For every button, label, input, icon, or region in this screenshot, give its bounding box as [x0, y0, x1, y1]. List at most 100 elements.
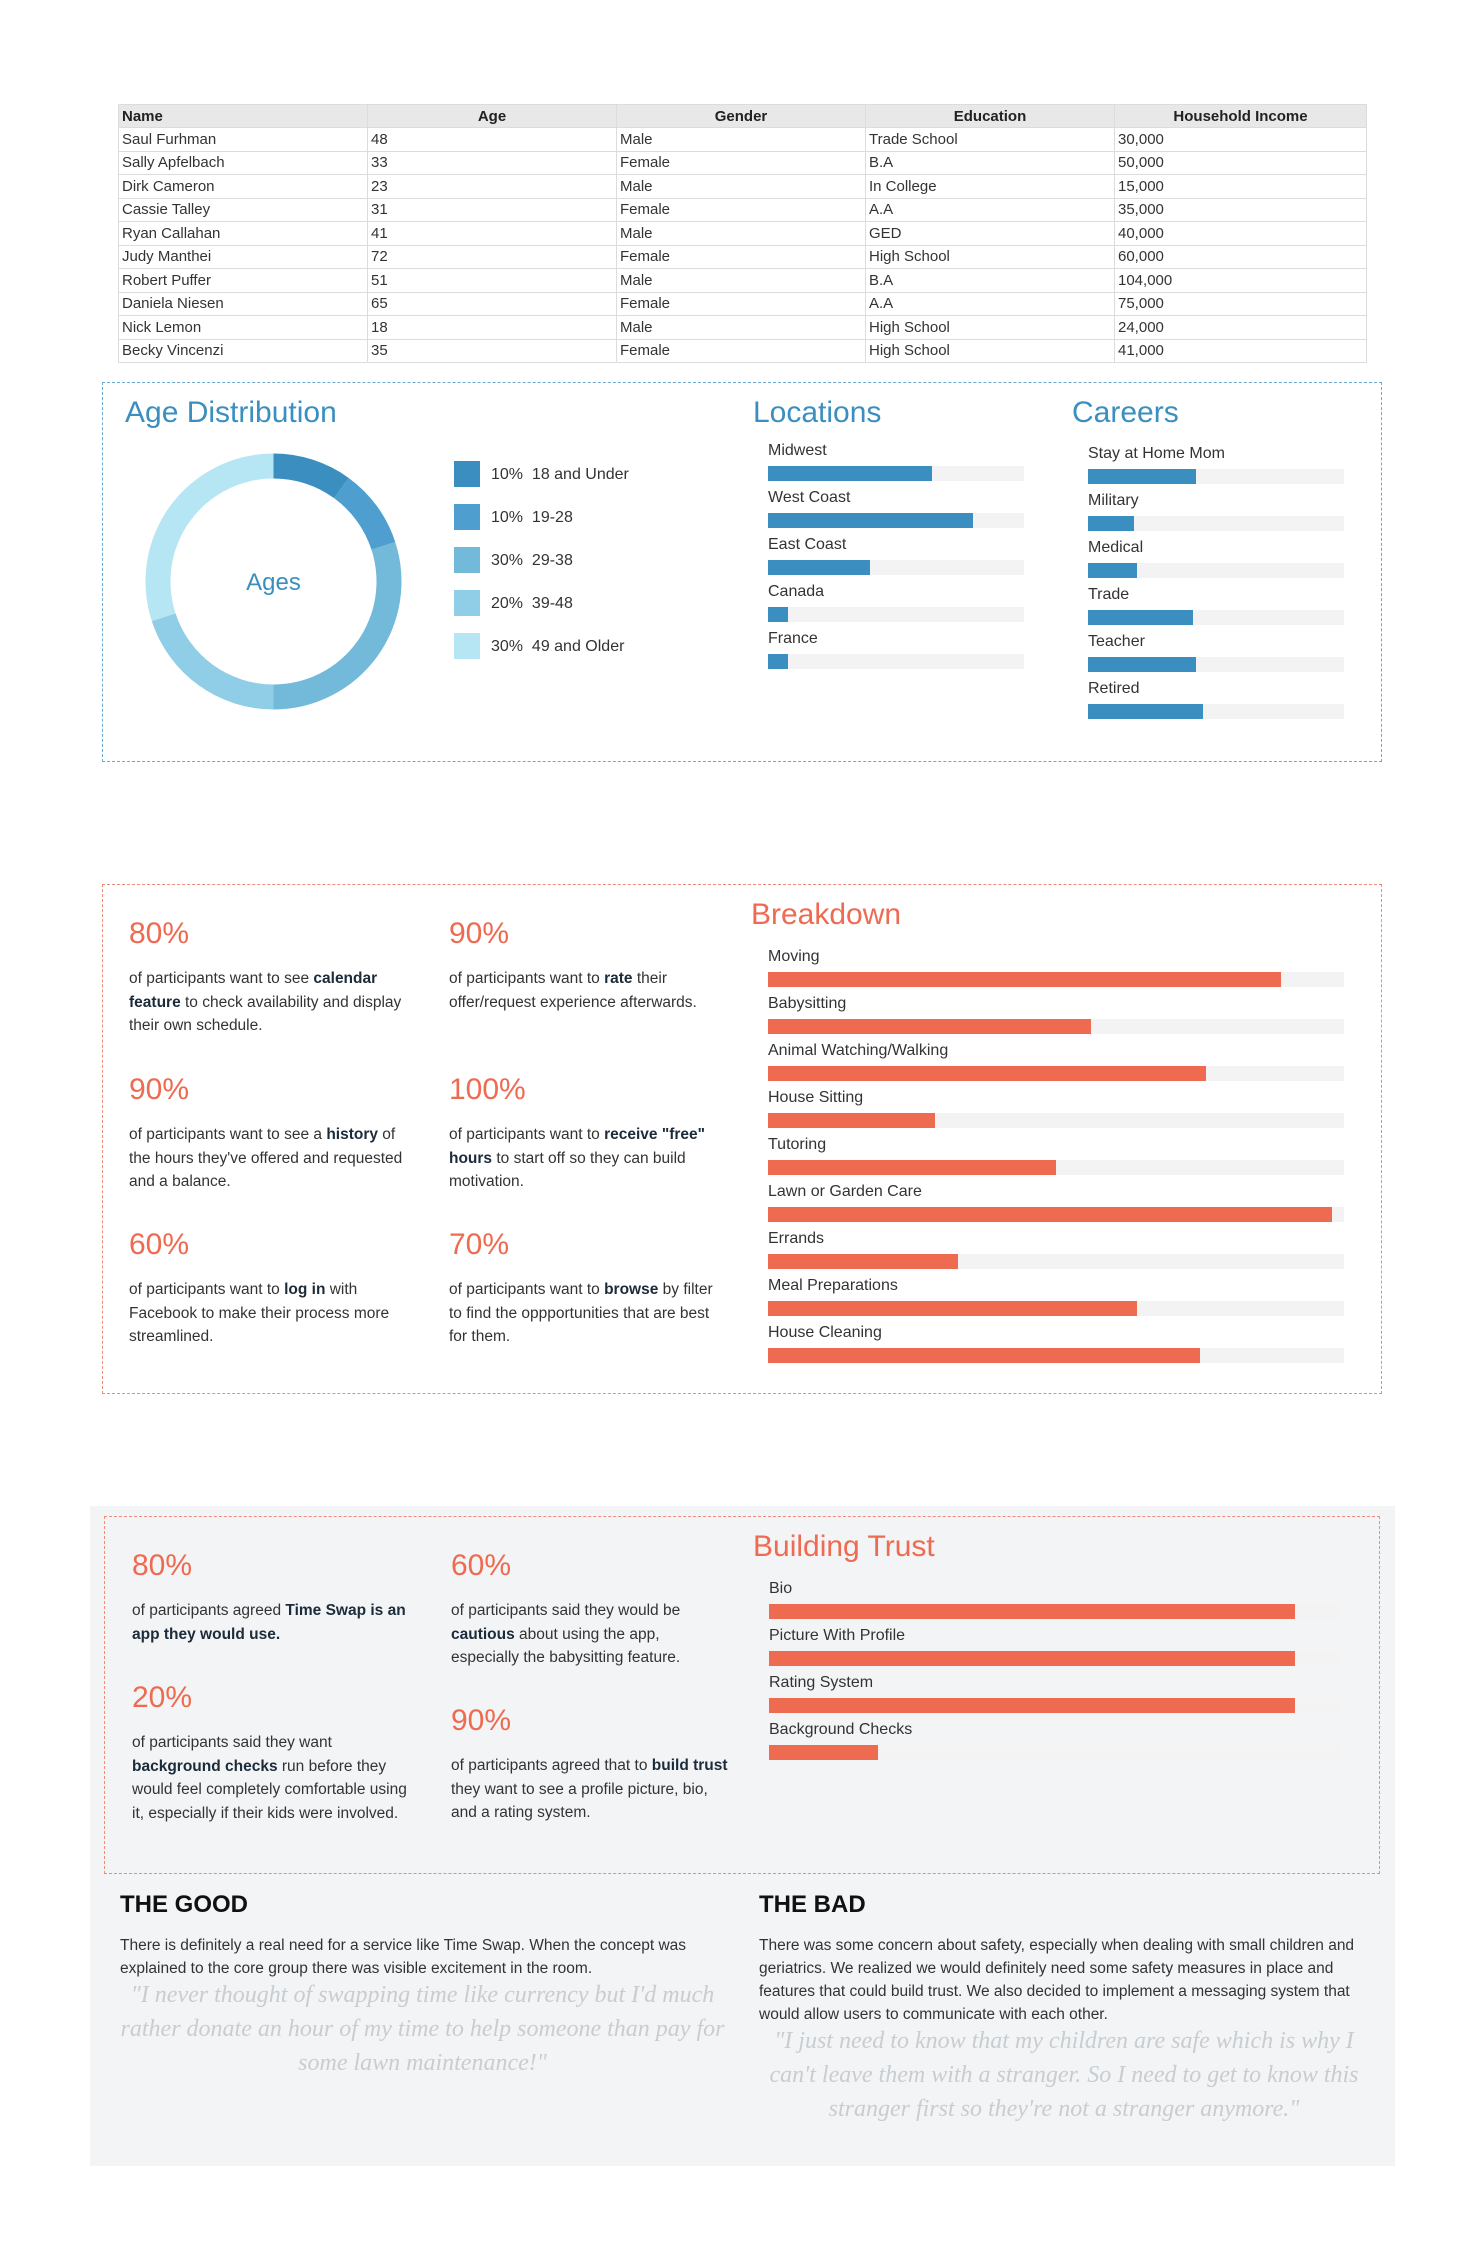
bar-label: Midwest — [768, 442, 827, 459]
stat-percent: 90% — [451, 1704, 512, 1737]
age-donut-chart: Ages — [145, 453, 402, 710]
bar-track — [769, 1651, 1341, 1666]
cell-income: 41,000 — [1114, 338, 1367, 363]
stat-block: 90% of participants want to rate their of… — [449, 917, 729, 1014]
bar-track — [768, 1113, 1344, 1128]
bar-track — [768, 513, 1024, 528]
stat-block: 80% of participants want to see calendar … — [129, 917, 409, 1038]
cell-age: 31 — [367, 197, 617, 222]
cell-age: 33 — [367, 150, 617, 175]
bad-text: There was some concern about safety, esp… — [759, 1937, 1355, 2023]
stat-description: of participants said they would be cauti… — [451, 1602, 681, 1666]
bar-track — [768, 972, 1344, 987]
bar-track — [769, 1745, 1341, 1760]
stat-percent: 90% — [449, 917, 510, 950]
age-legend: 10% 18 and Under 10% 19-28 30% 29-38 20% 39… — [454, 461, 694, 671]
bar-fill — [769, 1651, 1296, 1666]
breakdown-title: Breakdown — [751, 898, 902, 931]
cell-education: Trade School — [865, 127, 1115, 152]
bar-row: West Coast — [768, 489, 1024, 528]
cell-age: 48 — [367, 127, 617, 152]
bad-quote: "I just need to know that my children ar… — [769, 2028, 1359, 2122]
bar-fill — [769, 1604, 1296, 1619]
table-row: Cassie Talley 31 Female A.A 35,000 — [118, 197, 1367, 222]
bar-fill — [768, 607, 789, 622]
table-row: Daniela Niesen 65 Female A.A 75,000 — [118, 291, 1367, 316]
bar-fill — [1088, 469, 1196, 484]
bar-fill — [769, 1745, 878, 1760]
bar-label: Canada — [768, 583, 825, 600]
table-row: Nick Lemon 18 Male High School 24,000 — [118, 315, 1367, 340]
bar-label: Retired — [1088, 680, 1140, 697]
bar-row: Stay at Home Mom — [1088, 445, 1344, 484]
cell-education: High School — [865, 244, 1115, 269]
cell-age: 18 — [367, 315, 617, 340]
bar-row: East Coast — [768, 536, 1024, 575]
stat-block: 80% of participants agreed Time Swap is a… — [132, 1549, 412, 1646]
cell-age: 51 — [367, 268, 617, 293]
stat-description: of participants want to rate their offer… — [449, 970, 697, 1011]
building-trust-title: Building Trust — [753, 1530, 935, 1563]
stat-description: of participants want to receive "free" h… — [449, 1126, 705, 1190]
donut-segment — [273, 453, 349, 499]
bar-track — [769, 1604, 1341, 1619]
stat-description: of participants want to see calendar fea… — [129, 970, 402, 1034]
bar-row: Trade — [1088, 586, 1344, 625]
bar-fill — [1088, 610, 1193, 625]
col-header-income: Household Income — [1114, 104, 1367, 128]
bar-track — [768, 654, 1024, 669]
cell-income: 30,000 — [1114, 127, 1367, 152]
bar-row: France — [768, 630, 1024, 669]
table-row: Dirk Cameron 23 Male In College 15,000 — [118, 174, 1367, 199]
stat-percent: 80% — [132, 1549, 193, 1582]
bar-label: House Sitting — [768, 1089, 864, 1106]
bar-track — [768, 1348, 1344, 1363]
bar-track — [768, 1066, 1344, 1081]
cell-name: Robert Puffer — [118, 268, 368, 293]
bar-row: House Cleaning — [768, 1324, 1344, 1363]
bar-fill — [769, 1698, 1296, 1713]
bar-fill — [768, 972, 1281, 987]
stat-description: of participants agreed that to build tru… — [451, 1757, 728, 1821]
col-header-education: Education — [865, 104, 1115, 128]
good-heading: THE GOOD — [120, 1891, 249, 1918]
bar-label: France — [768, 630, 818, 647]
bar-fill — [768, 1207, 1333, 1222]
trust-panel — [104, 1516, 1380, 1874]
cell-name: Daniela Niesen — [118, 291, 368, 316]
bar-row: Moving — [768, 948, 1344, 987]
cell-gender: Female — [616, 244, 866, 269]
cell-income: 50,000 — [1114, 150, 1367, 175]
cell-name: Saul Furhman — [118, 127, 368, 152]
table-row: Sally Apfelbach 33 Female B.A 50,000 — [118, 150, 1367, 175]
bar-track — [768, 607, 1024, 622]
bar-row: House Sitting — [768, 1089, 1344, 1128]
cell-education: A.A — [865, 197, 1115, 222]
cell-income: 35,000 — [1114, 197, 1367, 222]
stat-percent: 100% — [449, 1073, 526, 1106]
age-distribution-title: Age Distribution — [125, 396, 337, 429]
cell-gender: Male — [616, 174, 866, 199]
cell-education: A.A — [865, 291, 1115, 316]
bar-label: West Coast — [768, 489, 851, 506]
bar-row: Tutoring — [768, 1136, 1344, 1175]
participants-table: Name Age Gender Education Household Inco… — [118, 104, 1367, 363]
careers-bars: Stay at Home Mom Military Medical Trade Teac… — [1088, 445, 1344, 735]
bar-fill — [768, 560, 871, 575]
stat-block: 90% of participants want to see a history… — [129, 1073, 409, 1194]
cell-income: 104,000 — [1114, 268, 1367, 293]
table-header-row: Name Age Gender Education Household Inco… — [118, 104, 1367, 128]
cell-education: High School — [865, 338, 1115, 363]
bar-track — [768, 1160, 1344, 1175]
bar-row: Bio — [769, 1580, 1341, 1619]
col-header-age: Age — [367, 104, 617, 128]
cell-income: 40,000 — [1114, 221, 1367, 246]
bar-row: Lawn or Garden Care — [768, 1183, 1344, 1222]
bar-track — [1088, 469, 1344, 484]
bar-track — [1088, 657, 1344, 672]
bar-fill — [1088, 563, 1137, 578]
cell-name: Cassie Talley — [118, 197, 368, 222]
bar-fill — [768, 1160, 1056, 1175]
cell-income: 75,000 — [1114, 291, 1367, 316]
cell-income: 60,000 — [1114, 244, 1367, 269]
